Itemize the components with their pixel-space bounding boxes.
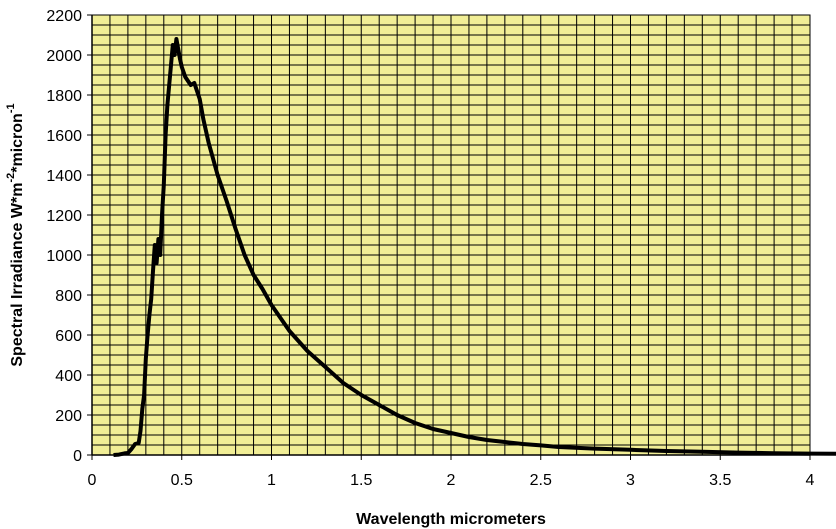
- y-tick-label: 1600: [46, 128, 82, 145]
- x-tick-label: 3.5: [709, 472, 731, 489]
- y-tick-label: 1800: [46, 88, 82, 105]
- x-tick-labels: 0 0.5 1 1.5 2 2.5 3 3.5 4: [88, 455, 815, 489]
- x-tick-label: 4: [806, 472, 815, 489]
- y-tick-labels: 0 200 400 600 800 1000 1200 1400 1600 1800 2000 220…: [46, 8, 92, 465]
- x-tick-label: 2.5: [530, 472, 552, 489]
- y-tick-label: 200: [55, 408, 82, 425]
- y-axis-label-part2: *micron: [9, 113, 26, 173]
- x-tick-label: 0: [88, 472, 97, 489]
- y-tick-label: 1400: [46, 168, 82, 185]
- y-axis-label-part1: Spectral Irradiance W*m: [9, 183, 26, 367]
- y-axis-label: Spectral Irradiance W*m-2*micron-1: [5, 103, 26, 366]
- x-tick-label: 3: [626, 472, 635, 489]
- grid-lines: [91, 14, 811, 456]
- y-tick-label: 400: [55, 368, 82, 385]
- y-tick-label: 2000: [46, 48, 82, 65]
- y-tick-label: 0: [73, 448, 82, 465]
- x-tick-label: 1: [267, 472, 276, 489]
- y-tick-label: 800: [55, 288, 82, 305]
- x-tick-label: 1.5: [350, 472, 372, 489]
- x-tick-label: 2: [447, 472, 456, 489]
- y-tick-label: 1200: [46, 208, 82, 225]
- y-axis-label-sup1: -2: [5, 173, 17, 183]
- y-tick-label: 2200: [46, 8, 82, 25]
- x-axis-label: Wavelength micrometers: [356, 511, 546, 528]
- y-tick-label: 1000: [46, 248, 82, 265]
- series-line: [113, 37, 836, 457]
- y-tick-label: 600: [55, 328, 82, 345]
- x-tick-label: 0.5: [171, 472, 193, 489]
- y-axis-label-sup2: -1: [5, 103, 17, 113]
